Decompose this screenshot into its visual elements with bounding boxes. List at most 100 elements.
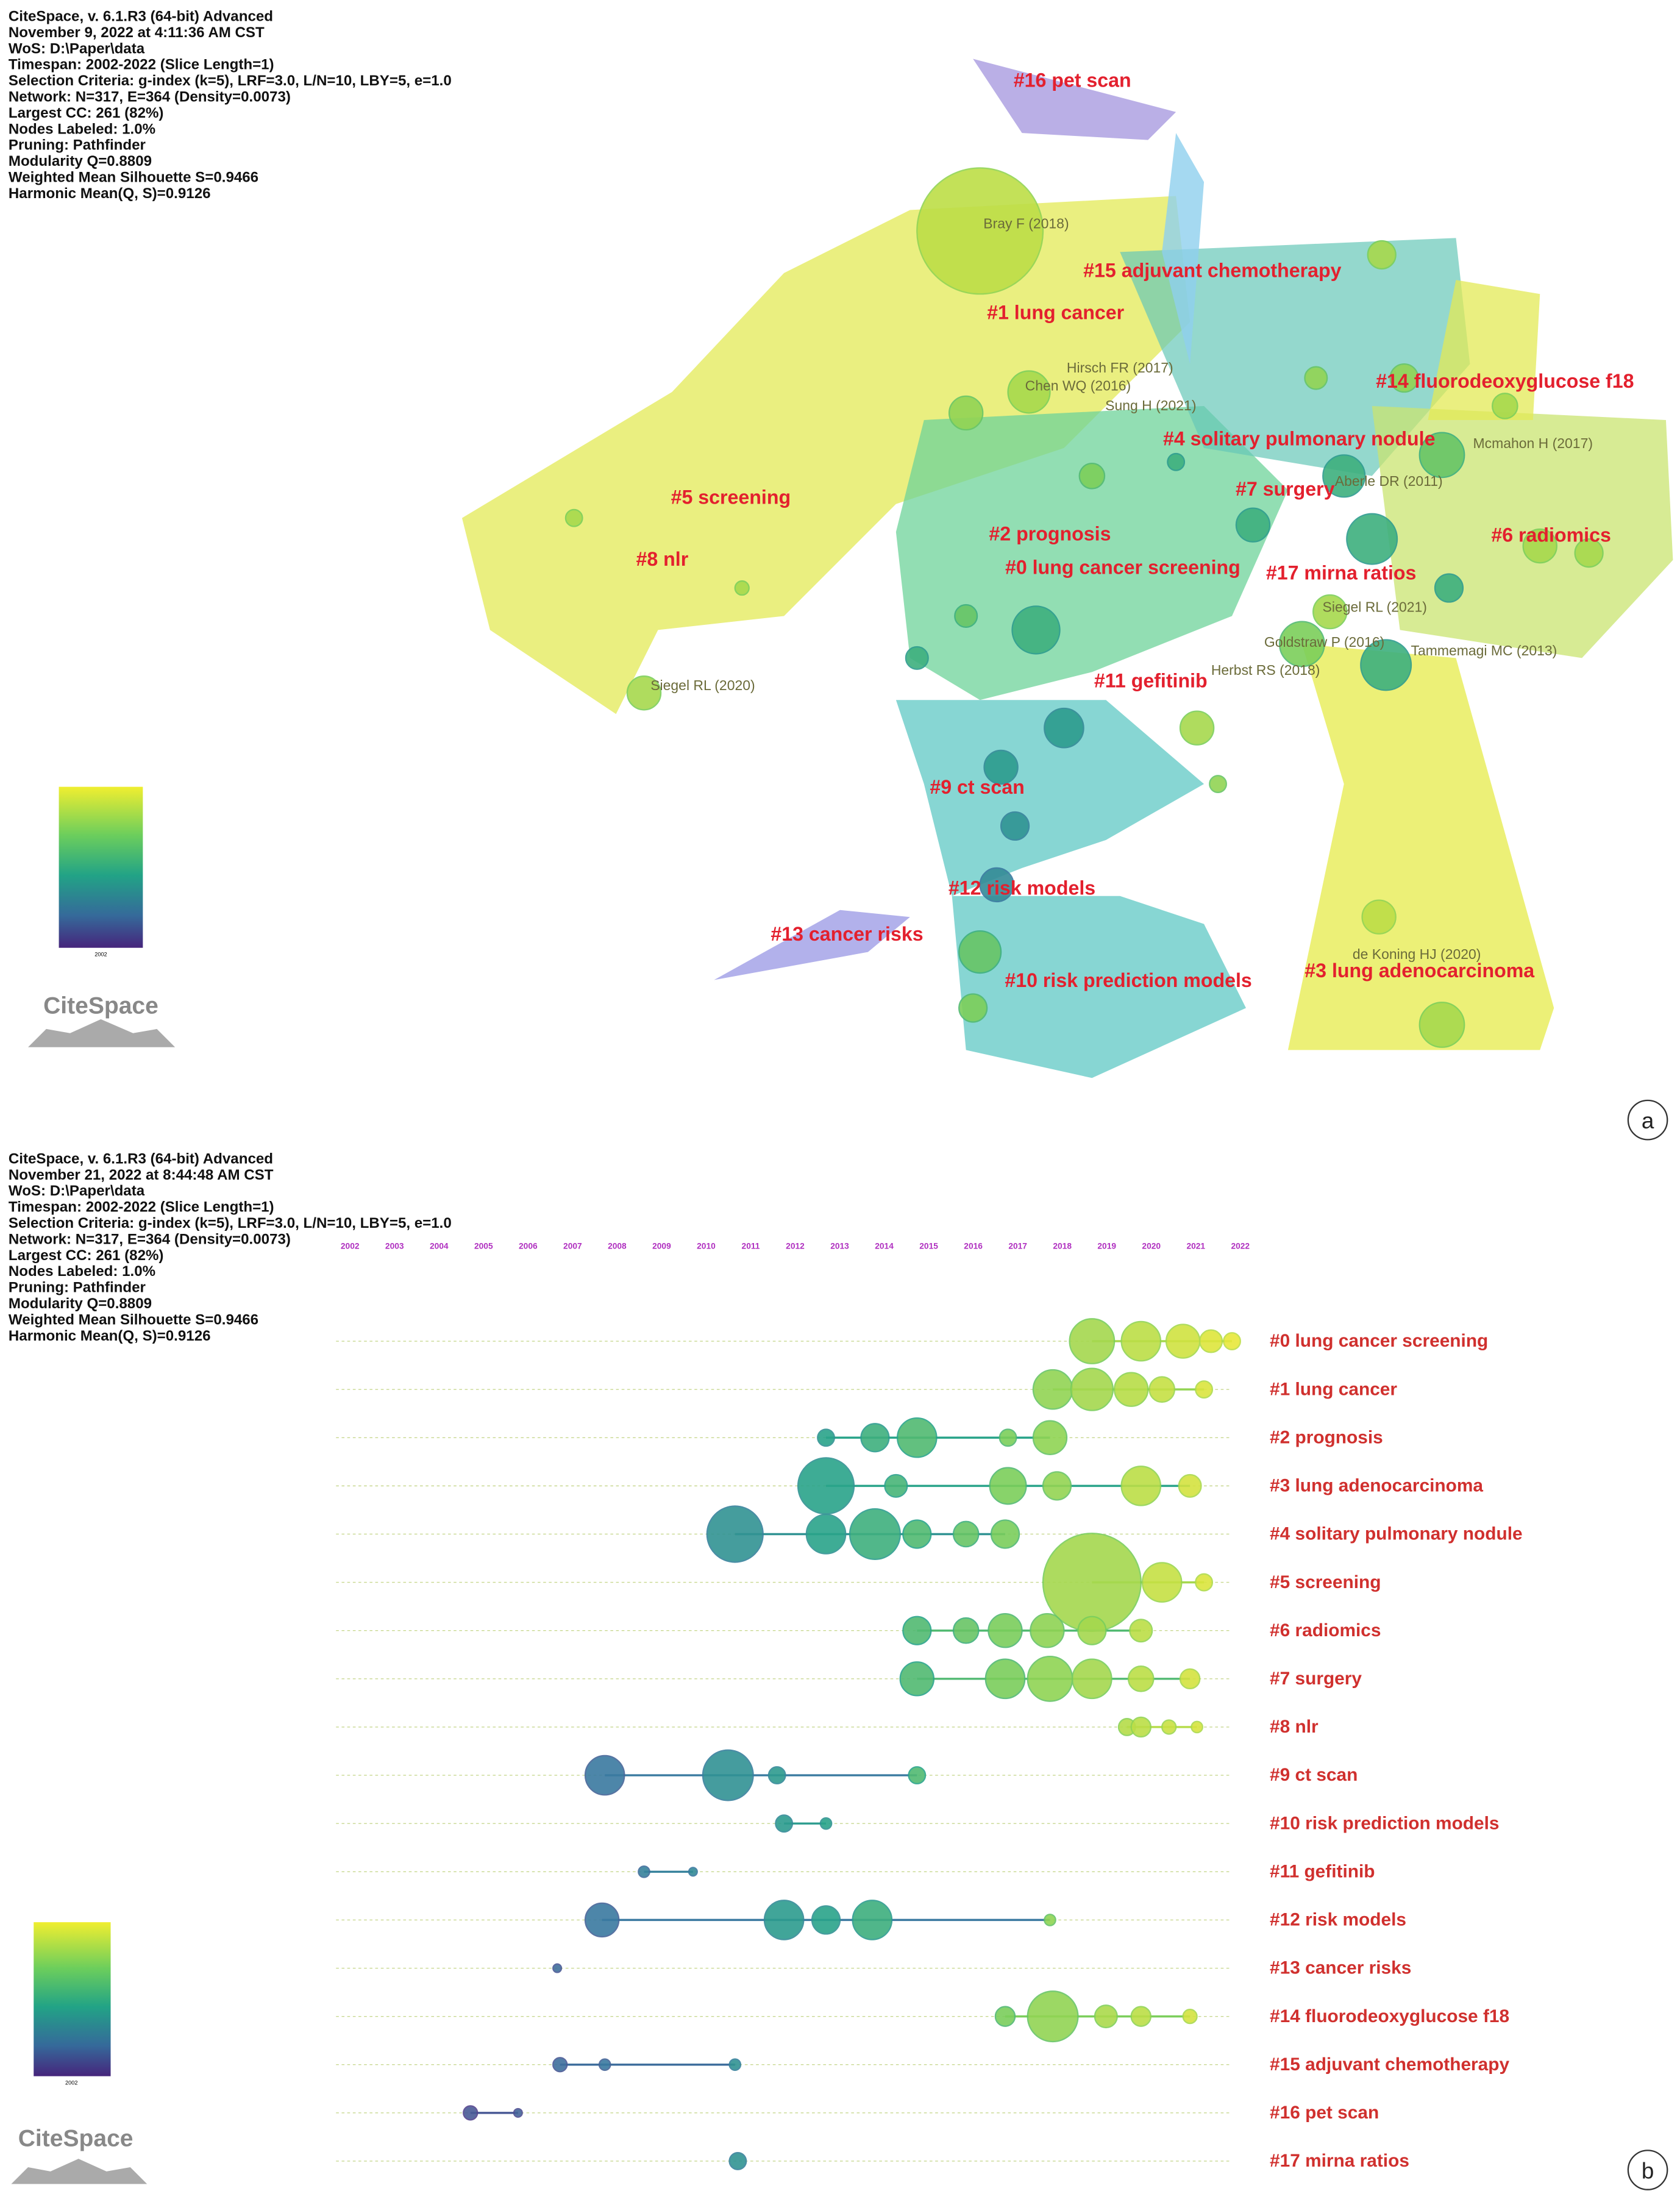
year-label: 2011: [742, 1241, 760, 1250]
header-line: Harmonic Mean(Q, S)=0.9126: [9, 1328, 211, 1344]
node: [1195, 1380, 1214, 1399]
node: [1141, 1562, 1183, 1603]
header-line: Pruning: Pathfinder: [9, 137, 146, 154]
reference-label: Herbst RS (2018): [1211, 662, 1320, 678]
node: [1030, 1613, 1065, 1648]
node: [905, 646, 929, 670]
node: [1120, 1320, 1162, 1362]
node: [998, 1428, 1017, 1447]
node: [849, 1508, 901, 1560]
header-line: Nodes Labeled: 1.0%: [9, 121, 155, 137]
node: [1127, 1666, 1155, 1692]
node: [1161, 1719, 1177, 1735]
cluster-label: #13 cancer risks: [1270, 1958, 1411, 1978]
header-line: November 21, 2022 at 8:44:48 AM CST: [9, 1167, 274, 1183]
node: [1179, 1668, 1201, 1690]
reference-label: Chen WQ (2016): [1025, 378, 1131, 394]
year-label: 2002: [341, 1241, 360, 1250]
node: [463, 2105, 479, 2121]
hull: [895, 405, 1288, 700]
node: [1179, 710, 1215, 746]
year-label: 2018: [1053, 1241, 1072, 1250]
year-label: 2004: [430, 1241, 449, 1250]
node: [983, 749, 1019, 785]
panel-marker: [1627, 1099, 1668, 1141]
cluster-hulls: [461, 59, 1673, 1078]
cluster-label: #17 mirna ratios: [1270, 2151, 1409, 2171]
year-label: 2016: [964, 1241, 983, 1250]
node: [1360, 639, 1412, 691]
node: [688, 1867, 698, 1877]
color-bar-label: 2002: [65, 2079, 77, 2086]
cluster-label: #9 ct scan: [1270, 1765, 1358, 1785]
node: [702, 1749, 754, 1801]
header-line: Largest CC: 261 (82%): [9, 1247, 164, 1264]
node: [1148, 1376, 1176, 1403]
cluster-label: #16 pet scan: [1014, 69, 1131, 91]
node: [584, 1902, 620, 1938]
node: [1522, 528, 1557, 564]
node: [1434, 573, 1464, 603]
cluster-label: #6 radiomics: [1270, 1620, 1381, 1641]
node: [1032, 1369, 1073, 1410]
node: [1182, 2008, 1198, 2025]
year-label: 2007: [563, 1241, 582, 1250]
cluster-label: #11 gefitinib: [1270, 1861, 1375, 1881]
node: [1072, 1658, 1112, 1700]
node: [1389, 363, 1419, 393]
year-label: 2013: [830, 1241, 849, 1250]
node: [584, 1755, 625, 1796]
node: [902, 1519, 932, 1549]
node: [1078, 462, 1106, 490]
panel-letter: a: [1642, 1108, 1654, 1133]
node: [805, 1514, 847, 1555]
year-label: 2012: [786, 1241, 805, 1250]
color-bar: [34, 1922, 111, 2076]
node: [1312, 594, 1348, 630]
header-line: Network: N=317, E=364 (Density=0.0073): [9, 1231, 291, 1247]
node: [989, 1467, 1027, 1505]
reference-label: de Koning HJ (2020): [1353, 946, 1481, 962]
node: [954, 604, 978, 628]
node: [899, 1661, 935, 1697]
reference-label: Sung H (2021): [1105, 397, 1196, 413]
node: [552, 1963, 563, 1973]
node: [1367, 240, 1397, 270]
node: [852, 1900, 893, 1940]
node: [1178, 1473, 1202, 1498]
year-label: 2009: [652, 1241, 671, 1250]
node: [1094, 2004, 1118, 2029]
cluster-label: #14 fluorodeoxyglucose f18: [1376, 370, 1634, 392]
cluster-label: #11 gefitinib: [1094, 670, 1208, 692]
node: [1209, 775, 1227, 793]
node: [1130, 1716, 1151, 1738]
node: [1167, 452, 1186, 471]
year-label: 2005: [474, 1241, 493, 1250]
node: [626, 675, 662, 711]
node: [902, 1616, 932, 1645]
cluster-label: #3 lung adenocarcinoma: [1304, 960, 1535, 981]
year-label: 2015: [919, 1241, 938, 1250]
node: [1346, 513, 1398, 565]
node: [1195, 1573, 1214, 1592]
node: [1223, 1332, 1241, 1350]
panel-marker: [1627, 2150, 1668, 2190]
node: [988, 1613, 1023, 1648]
cluster-label: #15 adjuvant chemotherapy: [1083, 260, 1341, 282]
node: [958, 930, 1002, 974]
node: [1574, 538, 1604, 568]
color-bar-label: 2002: [94, 951, 107, 957]
cluster-label: #1 lung cancer: [1270, 1379, 1397, 1399]
cluster-label: #14 fluorodeoxyglucose f18: [1270, 2006, 1509, 2026]
node: [638, 1865, 650, 1878]
header-line: Pruning: Pathfinder: [9, 1280, 146, 1296]
node: [728, 2058, 742, 2072]
node: [513, 2107, 523, 2118]
node: [1011, 605, 1061, 655]
node: [994, 2006, 1016, 2027]
header-line: Largest CC: 261 (82%): [9, 105, 164, 121]
header-line: WoS: D:\Paper\data: [9, 1183, 145, 1199]
node: [728, 2152, 747, 2170]
nodes: [564, 167, 1604, 1048]
